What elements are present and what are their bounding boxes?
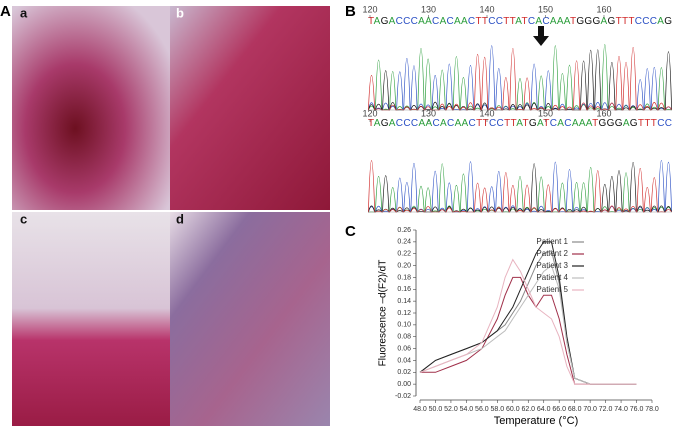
x-tick-label: 74.0 — [614, 406, 628, 413]
mutation-arrow — [533, 26, 549, 46]
x-tick-label: 76.0 — [630, 406, 644, 413]
x-tick-label: 56.0 — [475, 406, 489, 413]
y-tick-label: 0.14 — [397, 298, 411, 305]
x-tick-label: 78.0 — [645, 406, 659, 413]
micrograph-b — [170, 6, 330, 210]
y-tick-label: 0.20 — [397, 262, 411, 269]
legend-label: Patient 1 — [536, 237, 568, 246]
x-tick-label: 60.0 — [506, 406, 520, 413]
ruler-number: 160 — [596, 4, 611, 14]
y-axis-label: Fluorescence –d(F2)/dT — [378, 260, 389, 367]
x-tick-label: 64.0 — [537, 406, 551, 413]
y-tick-label: 0.08 — [397, 334, 411, 341]
x-axis-label: Temperature (°C) — [494, 415, 578, 427]
ruler-number: 130 — [421, 108, 436, 118]
y-tick-label: -0.02 — [395, 393, 411, 400]
x-tick-label: 54.0 — [460, 406, 474, 413]
y-tick-label: 0.10 — [397, 322, 411, 329]
micrograph-d — [170, 212, 330, 426]
y-tick-label: 0.02 — [397, 369, 411, 376]
legend-label: Patient 3 — [536, 261, 568, 270]
chromatogram-trace — [368, 159, 672, 213]
chromatogram-trace — [368, 49, 672, 111]
ruler-number: 120 — [362, 4, 377, 14]
x-tick-label: 68.0 — [568, 406, 582, 413]
ruler-number: 140 — [479, 108, 494, 118]
legend-label: Patient 4 — [536, 273, 568, 282]
x-tick-label: 72.0 — [599, 406, 613, 413]
y-tick-label: 0.24 — [397, 239, 411, 246]
ruler-number: 130 — [421, 4, 436, 14]
sequence: TAGACCCAACACAACTTCCTTATGATCACAAATGGGAGTT… — [368, 118, 672, 129]
x-tick-label: 62.0 — [521, 406, 535, 413]
x-tick-label: 50.0 — [429, 406, 443, 413]
chromatogram-trace — [368, 163, 672, 213]
chromatogram-trace — [368, 44, 672, 111]
ruler-number: 150 — [538, 4, 553, 14]
y-tick-label: 0.06 — [397, 345, 411, 352]
subpanel-label: d — [176, 211, 184, 226]
melt-chart: -0.02 0.00 0.02 0.04 0.06 0.08 0.10 0.12 0.14 0.1… — [378, 227, 659, 427]
ruler-number: 160 — [596, 108, 611, 118]
y-tick-label: 0.00 — [397, 381, 411, 388]
ruler-number: 150 — [538, 108, 553, 118]
x-tick-label: 70.0 — [583, 406, 597, 413]
x-tick-label: 66.0 — [552, 406, 566, 413]
chromatogram-trace — [368, 160, 672, 213]
sequence: TAGACCCAACACAACTTCCTTATCACAAATGGGAGTTTCC… — [368, 16, 672, 27]
chromatogram-trace — [368, 161, 672, 213]
y-tick-label: 0.04 — [397, 357, 411, 364]
subpanel-label: c — [20, 211, 27, 226]
y-tick-label: 0.26 — [397, 227, 411, 234]
micrograph-c — [12, 212, 170, 426]
panel-label: A — [0, 3, 11, 20]
melt-curve — [419, 241, 637, 385]
melt-curve — [419, 258, 637, 385]
subpanel-label: b — [176, 5, 184, 20]
melt-curve — [420, 276, 637, 385]
y-tick-label: 0.18 — [397, 274, 411, 281]
melt-curve — [419, 264, 637, 385]
panel-label: C — [345, 223, 356, 240]
ruler-number: 140 — [479, 4, 494, 14]
y-tick-label: 0.12 — [397, 310, 411, 317]
sequencing: TAGACCCAACACAACTTCCTTATCACAAATGGGAGTTTCC… — [362, 4, 672, 213]
ruler-number: 120 — [362, 108, 377, 118]
panel-label: B — [345, 3, 356, 20]
subpanel-label: a — [20, 5, 28, 20]
y-tick-label: 0.22 — [397, 251, 411, 258]
legend-label: Patient 5 — [536, 285, 568, 294]
y-tick-label: 0.16 — [397, 286, 411, 293]
x-tick-label: 52.0 — [444, 406, 458, 413]
chromatogram-trace — [368, 45, 672, 111]
x-tick-label: 58.0 — [491, 406, 505, 413]
x-tick-label: 48.0 — [413, 406, 427, 413]
legend-label: Patient 2 — [536, 249, 568, 258]
micrograph-a — [12, 6, 170, 210]
